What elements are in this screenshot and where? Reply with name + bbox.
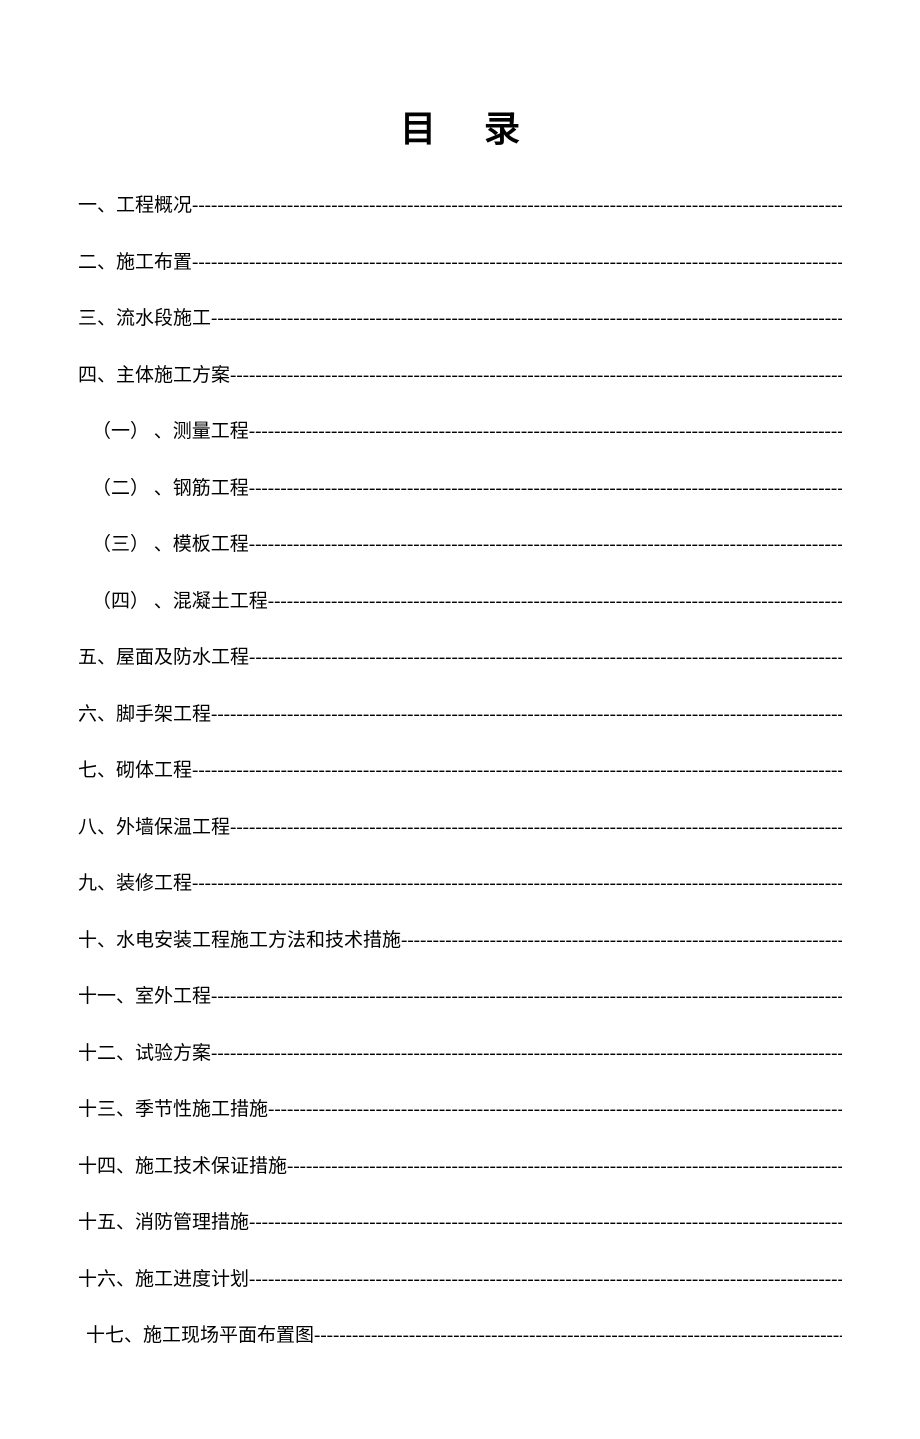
toc-entry-label: 十一、室外工程 — [78, 983, 211, 1012]
toc-entry-label: 六、脚手架工程 — [78, 701, 211, 730]
toc-entry: 十四、施工技术保证措施-----------------------------… — [78, 1153, 842, 1182]
toc-entry-leader: ----------------------------------------… — [211, 1040, 842, 1069]
toc-entry-label: 一、工程概况 — [78, 192, 192, 221]
toc-entry-leader: ----------------------------------------… — [192, 757, 842, 786]
toc-entry: 十七、施工现场平面布置图----------------------------… — [78, 1322, 842, 1351]
toc-entry-label: 八、外墙保温工程 — [78, 814, 230, 843]
toc-entry-leader: ----------------------------------------… — [249, 475, 842, 504]
toc-entry-leader: ----------------------------------------… — [249, 418, 842, 447]
toc-entry: （三） 、模板工程-------------------------------… — [78, 531, 842, 560]
toc-entry: 九、装修工程----------------------------------… — [78, 870, 842, 899]
toc-entry-label: 十三、季节性施工措施 — [78, 1096, 268, 1125]
toc-entry: 四、主体施工方案--------------------------------… — [78, 362, 842, 391]
toc-entry-label: 十四、施工技术保证措施 — [78, 1153, 287, 1182]
toc-entry-label: （三） 、模板工程 — [92, 531, 249, 560]
toc-entry-leader: ----------------------------------------… — [211, 983, 842, 1012]
toc-entry-leader: ----------------------------------------… — [314, 1322, 842, 1351]
toc-entry-leader: ----------------------------------------… — [249, 1209, 842, 1238]
toc-entry-leader: ----------------------------------------… — [268, 588, 842, 617]
toc-entry-leader: ----------------------------------------… — [192, 870, 842, 899]
toc-entry: 八、外墙保温工程--------------------------------… — [78, 814, 842, 843]
toc-entry: （一） 、测量工程-------------------------------… — [78, 418, 842, 447]
toc-entry-label: 十七、施工现场平面布置图 — [86, 1322, 314, 1351]
toc-entry: 二、施工布置----------------------------------… — [78, 249, 842, 278]
toc-entry: 十二、试验方案---------------------------------… — [78, 1040, 842, 1069]
toc-entry-label: 三、流水段施工 — [78, 305, 211, 334]
toc-entry-label: 二、施工布置 — [78, 249, 192, 278]
toc-entry-label: 十六、施工进度计划 — [78, 1266, 249, 1295]
toc-entry: 十五、消防管理措施-------------------------------… — [78, 1209, 842, 1238]
toc-entry-leader: ----------------------------------------… — [287, 1153, 842, 1182]
toc-entry: 六、脚手架工程---------------------------------… — [78, 701, 842, 730]
toc-entry-label: （四） 、混凝土工程 — [92, 588, 268, 617]
toc-entry-leader: ----------------------------------------… — [192, 192, 842, 221]
toc-entry-leader: ----------------------------------------… — [230, 362, 842, 391]
toc-entry: 十三、季节性施工措施------------------------------… — [78, 1096, 842, 1125]
toc-entry-leader: ----------------------------------------… — [401, 927, 842, 956]
page-title: 目录 — [78, 100, 842, 152]
toc-entry: 三、流水段施工---------------------------------… — [78, 305, 842, 334]
toc-entry-leader: ----------------------------------------… — [211, 305, 842, 334]
toc-entry-label: 九、装修工程 — [78, 870, 192, 899]
toc-entry: 十六、施工进度计划-------------------------------… — [78, 1266, 842, 1295]
toc-entry: 一、工程概况----------------------------------… — [78, 192, 842, 221]
toc-entry-label: 七、砌体工程 — [78, 757, 192, 786]
toc-entry: 十、水电安装工程施工方法和技术措施-----------------------… — [78, 927, 842, 956]
document-page: 目录 一、工程概况-------------------------------… — [0, 0, 920, 1439]
toc-entry-label: 十、水电安装工程施工方法和技术措施 — [78, 927, 401, 956]
toc-entry-label: （二） 、钢筋工程 — [92, 475, 249, 504]
toc-entry: 五、屋面及防水工程-------------------------------… — [78, 644, 842, 673]
toc-entry: （四） 、混凝土工程------------------------------… — [78, 588, 842, 617]
toc-entry-leader: ----------------------------------------… — [268, 1096, 842, 1125]
toc-entry-leader: ----------------------------------------… — [249, 644, 842, 673]
table-of-contents: 一、工程概况----------------------------------… — [78, 192, 842, 1351]
toc-entry: （二） 、钢筋工程-------------------------------… — [78, 475, 842, 504]
toc-entry-label: 四、主体施工方案 — [78, 362, 230, 391]
toc-entry: 十一、室外工程---------------------------------… — [78, 983, 842, 1012]
toc-entry-leader: ----------------------------------------… — [249, 1266, 842, 1295]
toc-entry-leader: ----------------------------------------… — [211, 701, 842, 730]
toc-entry-leader: ----------------------------------------… — [230, 814, 842, 843]
toc-entry-leader: ----------------------------------------… — [192, 249, 842, 278]
toc-entry-leader: ----------------------------------------… — [249, 531, 842, 560]
toc-entry-label: 十五、消防管理措施 — [78, 1209, 249, 1238]
toc-entry: 七、砌体工程----------------------------------… — [78, 757, 842, 786]
toc-entry-label: （一） 、测量工程 — [92, 418, 249, 447]
toc-entry-label: 五、屋面及防水工程 — [78, 644, 249, 673]
toc-entry-label: 十二、试验方案 — [78, 1040, 211, 1069]
